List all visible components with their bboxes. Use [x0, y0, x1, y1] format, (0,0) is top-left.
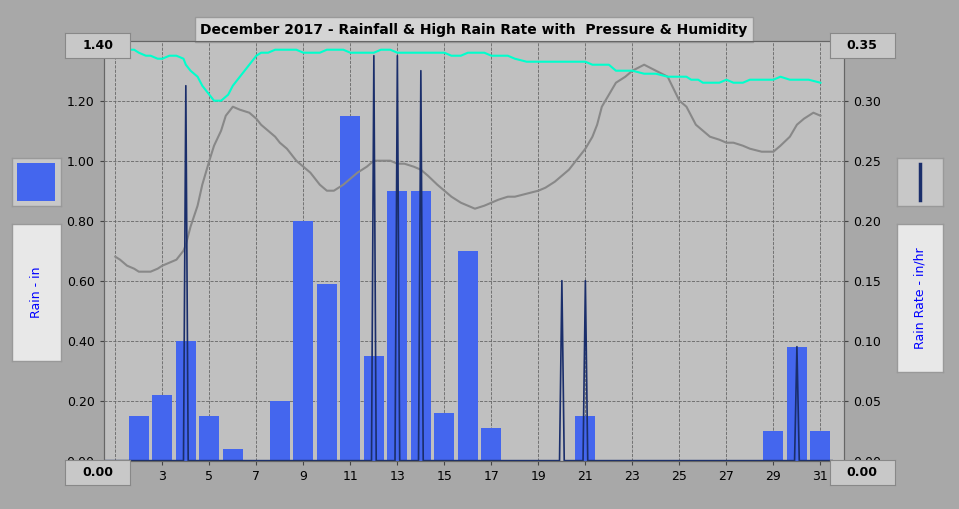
Bar	[363, 356, 384, 461]
Text: 0.00: 0.00	[847, 466, 877, 479]
Bar	[387, 191, 408, 461]
Bar	[410, 191, 431, 461]
Bar	[129, 416, 149, 461]
Bar	[763, 431, 784, 461]
Bar	[575, 416, 596, 461]
Bar	[17, 163, 56, 202]
Title: December 2017 - Rainfall & High Rain Rate with  Pressure & Humidity: December 2017 - Rainfall & High Rain Rat…	[200, 23, 747, 37]
Bar	[316, 284, 337, 461]
Bar	[810, 431, 830, 461]
Bar	[293, 221, 314, 461]
Text: 0.00: 0.00	[82, 466, 113, 479]
Bar	[481, 428, 502, 461]
Bar	[199, 416, 220, 461]
Bar	[152, 394, 173, 461]
Bar	[434, 413, 455, 461]
Bar	[457, 251, 478, 461]
Text: 0.35: 0.35	[847, 39, 877, 52]
Text: Rain - in: Rain - in	[30, 267, 43, 319]
Text: Rain Rate - in/hr: Rain Rate - in/hr	[913, 247, 926, 349]
Text: 1.40: 1.40	[82, 39, 113, 52]
Bar	[269, 401, 290, 461]
Bar	[222, 448, 243, 461]
Bar	[787, 347, 807, 461]
Bar	[340, 116, 361, 461]
Bar	[175, 341, 196, 461]
